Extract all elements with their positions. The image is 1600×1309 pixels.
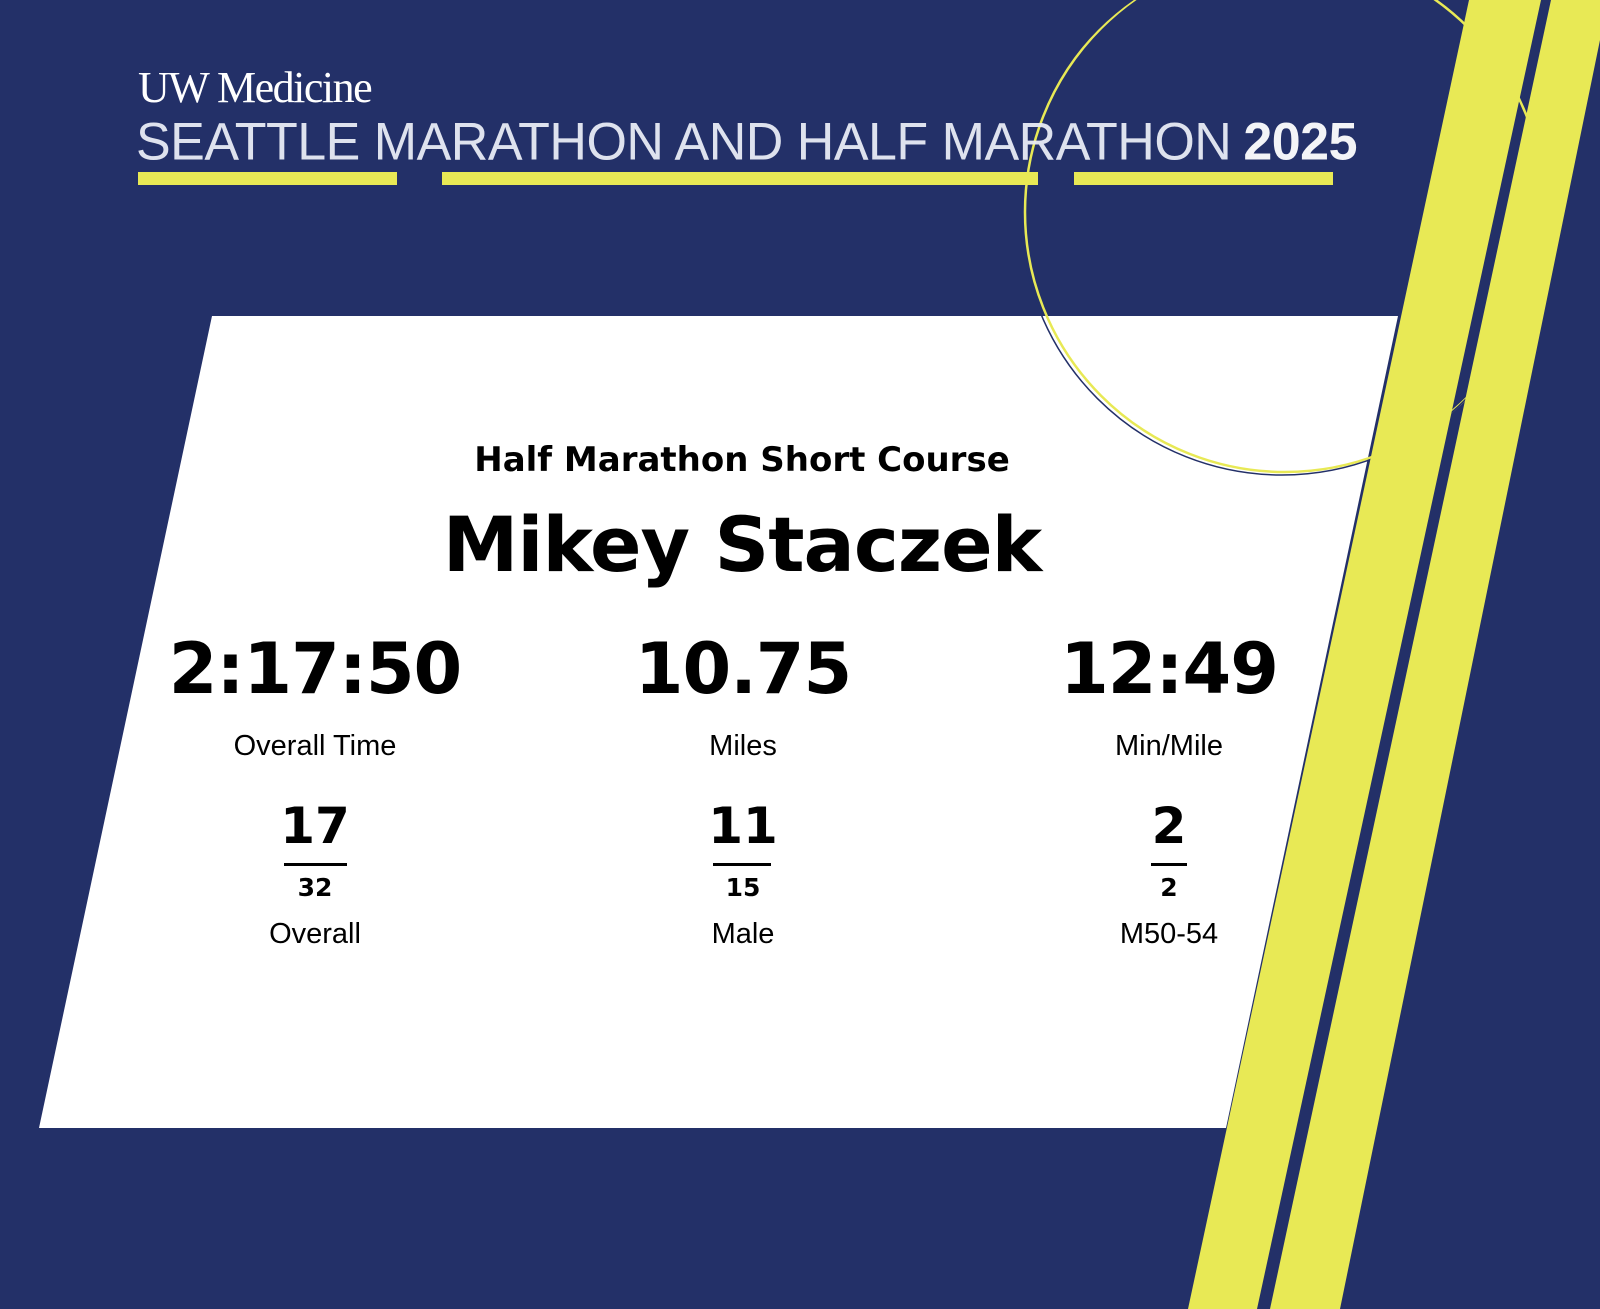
stat-overall-time: 2:17:50: [168, 628, 463, 710]
yellow-stripe-2: [1270, 0, 1600, 1309]
rank-gender-total: 15: [725, 873, 761, 902]
rank-overall-total: 32: [297, 873, 333, 902]
stat-pace: 12:49: [1060, 628, 1279, 710]
race-name: Half Marathon Short Course: [474, 440, 1010, 480]
event-year: 2025: [1243, 112, 1358, 172]
stat-label: Miles: [709, 730, 777, 762]
fraction-line: [1151, 863, 1187, 866]
accent-bar: [138, 172, 397, 185]
stat-miles: 10.75: [634, 628, 852, 710]
accent-bar: [1074, 172, 1333, 185]
runner-name: Mikey Staczek: [442, 500, 1042, 589]
rank-gender-place: 11: [708, 797, 778, 855]
rank-age-place: 2: [1151, 797, 1187, 855]
uw-medicine-logo: UW Medicine: [138, 63, 373, 112]
stat-label: Min/Mile: [1115, 730, 1223, 762]
rank-age-total: 2: [1160, 873, 1178, 902]
fraction-line: [284, 863, 347, 866]
rank-overall-place: 17: [280, 797, 350, 855]
fraction-line: [713, 863, 771, 866]
rank-label: M50-54: [1119, 918, 1219, 950]
event-name: SEATTLE MARATHON AND HALF MARATHON: [136, 112, 1232, 172]
event-title: SEATTLE MARATHON AND HALF MARATHON 2025: [136, 111, 1358, 172]
stat-label: Overall Time: [233, 730, 397, 762]
rank-label: Overall: [269, 918, 361, 950]
accent-bar: [442, 172, 1038, 185]
result-card: [39, 316, 1398, 1128]
yellow-stripe-1: [1188, 0, 1541, 1309]
rank-label: Male: [711, 918, 775, 950]
